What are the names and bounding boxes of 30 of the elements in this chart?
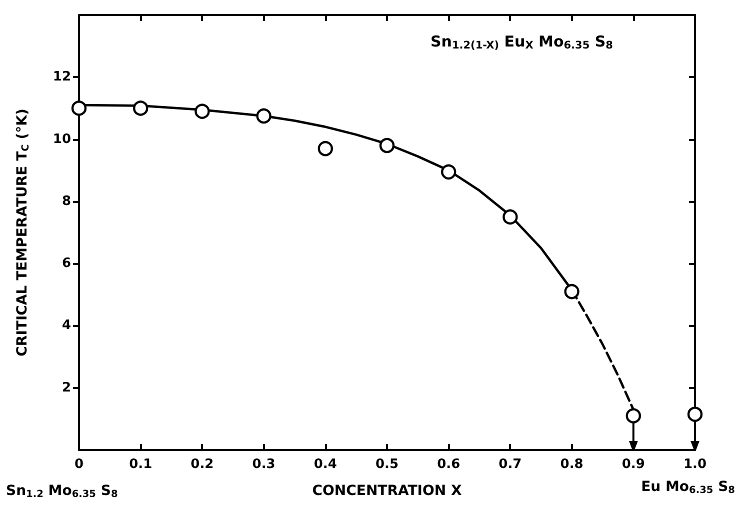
y-axis-title: CRITICAL TEMPERATURE TC (°K) bbox=[14, 108, 32, 356]
point bbox=[133, 100, 148, 116]
x-tick-label: 0 bbox=[74, 457, 84, 472]
x-tick-label: 0.6 bbox=[437, 457, 460, 472]
x-tick-label: 0.9 bbox=[622, 457, 645, 472]
x-tick-label: 0.7 bbox=[498, 457, 522, 472]
x-tick-label: 1.0 bbox=[683, 457, 707, 472]
x-tick-label: 0.5 bbox=[375, 457, 399, 472]
x-tick-label: 0.1 bbox=[129, 457, 152, 472]
point bbox=[318, 141, 333, 156]
y-tick-label: 2 bbox=[62, 380, 71, 396]
y-tick-label: 4 bbox=[62, 318, 71, 334]
point bbox=[687, 406, 703, 422]
point bbox=[194, 104, 210, 119]
point bbox=[502, 209, 518, 225]
point bbox=[441, 164, 456, 180]
y-tick-label: 12 bbox=[52, 70, 71, 85]
x-tick-label: 0.4 bbox=[314, 457, 337, 472]
x-tick-label: 0.8 bbox=[560, 457, 584, 472]
point bbox=[626, 408, 641, 424]
x-tick-label: 0.3 bbox=[252, 457, 276, 472]
x-tick-label: 0.2 bbox=[190, 457, 214, 472]
point bbox=[71, 100, 87, 116]
point bbox=[379, 138, 395, 154]
point bbox=[564, 284, 580, 300]
point bbox=[256, 108, 272, 124]
y-tick-label: 10 bbox=[52, 132, 71, 147]
x-axis-title: CONCENTRATION X bbox=[312, 483, 462, 499]
y-tick-label: 6 bbox=[62, 256, 71, 272]
y-tick-label: 8 bbox=[62, 194, 71, 209]
